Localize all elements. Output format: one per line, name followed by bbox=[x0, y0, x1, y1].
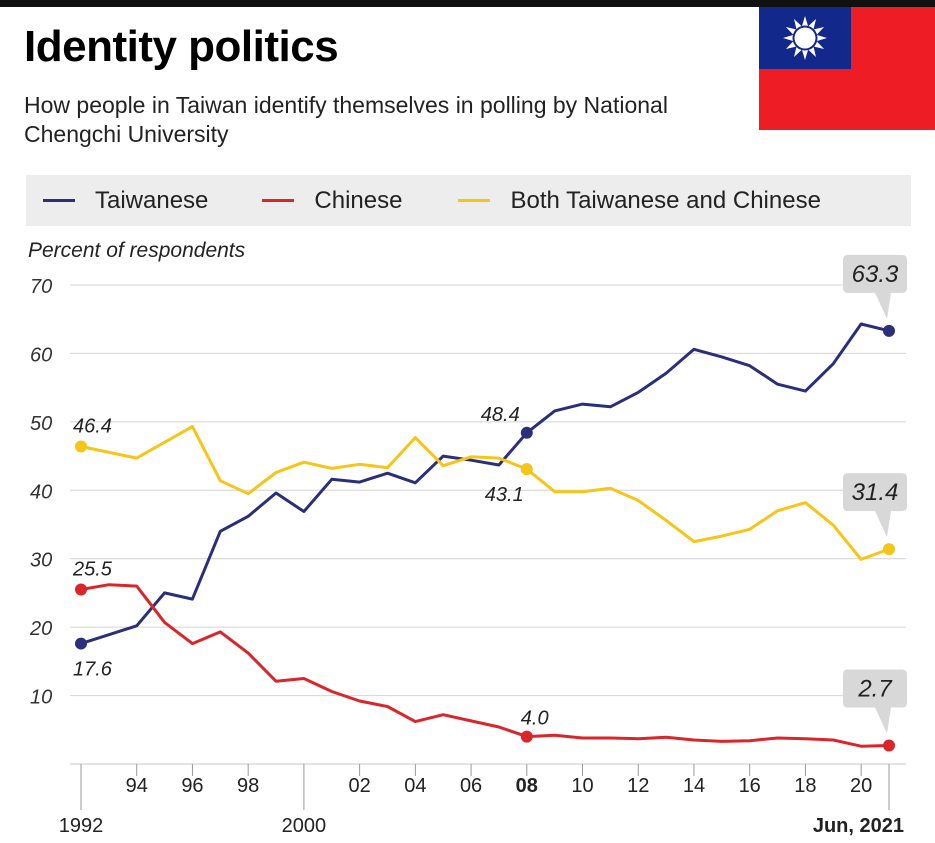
data-value-label: 43.1 bbox=[485, 484, 524, 506]
y-tick-label: 70 bbox=[30, 276, 52, 298]
x-tick-label: 96 bbox=[181, 775, 203, 797]
x-tick-label: 2000 bbox=[282, 815, 327, 837]
value-callout: 31.4 bbox=[843, 473, 907, 538]
x-tick-label: 18 bbox=[794, 775, 816, 797]
x-tick-label: 94 bbox=[126, 775, 148, 797]
x-tick-label: 20 bbox=[850, 775, 872, 797]
top-rule bbox=[0, 0, 935, 7]
data-value-label: 17.6 bbox=[73, 659, 113, 681]
y-axis-label: Percent of respondents bbox=[28, 239, 246, 262]
legend: Taiwanese Chinese Both Taiwanese and Chi… bbox=[26, 175, 911, 226]
data-value-label: 4.0 bbox=[521, 708, 549, 730]
x-tick-label: 12 bbox=[627, 775, 649, 797]
x-tick-label: 08 bbox=[516, 775, 538, 797]
legend-item-chinese: Chinese bbox=[262, 187, 402, 215]
data-value-label: 46.4 bbox=[73, 415, 112, 437]
chart-title: Identity politics bbox=[24, 22, 339, 71]
value-callout: 2.7 bbox=[843, 669, 907, 734]
x-tick-label: 04 bbox=[404, 775, 426, 797]
series-line-both-taiwanese-and-chinese bbox=[80, 425, 890, 561]
callout-value-label: 63.3 bbox=[852, 261, 899, 288]
x-tick-label: 10 bbox=[571, 775, 593, 797]
x-tick-label: 06 bbox=[460, 775, 482, 797]
y-tick-label: 10 bbox=[30, 687, 52, 709]
y-tick-label: 60 bbox=[30, 344, 52, 366]
legend-item-taiwanese: Taiwanese bbox=[43, 187, 208, 215]
legend-item-both: Both Taiwanese and Chinese bbox=[458, 186, 821, 215]
callout-value-label: 31.4 bbox=[852, 479, 899, 506]
data-point-marker bbox=[883, 324, 895, 337]
data-point-marker bbox=[883, 543, 895, 556]
series-line-chinese bbox=[80, 583, 890, 748]
data-value-label: 25.5 bbox=[72, 559, 113, 581]
legend-swatch-chinese bbox=[262, 199, 295, 202]
y-tick-label: 30 bbox=[30, 550, 52, 572]
legend-label-chinese: Chinese bbox=[314, 186, 403, 214]
x-tick-label: 16 bbox=[739, 775, 761, 797]
series-line-taiwanese bbox=[80, 322, 890, 646]
data-point-marker bbox=[520, 730, 533, 743]
legend-label-taiwanese: Taiwanese bbox=[95, 186, 209, 214]
chart-subtitle: How people in Taiwan identify themselves… bbox=[24, 92, 668, 147]
y-tick-label: 40 bbox=[30, 481, 52, 503]
data-point-marker bbox=[75, 583, 87, 596]
callout-value-label: 2.7 bbox=[857, 676, 893, 703]
callout-bubble bbox=[843, 669, 907, 734]
data-value-label: 48.4 bbox=[481, 404, 520, 426]
flag-of-taiwan-icon bbox=[759, 7, 935, 130]
callout-bubble bbox=[843, 254, 907, 319]
x-tick-label: 02 bbox=[348, 775, 370, 797]
legend-swatch-both bbox=[458, 199, 491, 202]
x-tick-label: 98 bbox=[237, 775, 259, 797]
x-tick-label: 1992 bbox=[59, 815, 104, 837]
data-point-marker bbox=[883, 739, 895, 752]
data-point-marker bbox=[75, 440, 87, 453]
y-tick-label: 50 bbox=[30, 413, 52, 435]
data-point-marker bbox=[520, 463, 533, 476]
data-point-marker bbox=[75, 637, 87, 650]
callout-bubble bbox=[843, 473, 907, 538]
x-tick-label: 14 bbox=[683, 775, 705, 797]
legend-swatch-taiwanese bbox=[43, 199, 75, 202]
x-tick-label: Jun, 2021 bbox=[813, 815, 904, 837]
legend-label-both: Both Taiwanese and Chinese bbox=[510, 186, 821, 214]
y-tick-label: 20 bbox=[29, 618, 52, 640]
value-callout: 63.3 bbox=[843, 254, 907, 319]
data-point-marker bbox=[520, 426, 533, 439]
